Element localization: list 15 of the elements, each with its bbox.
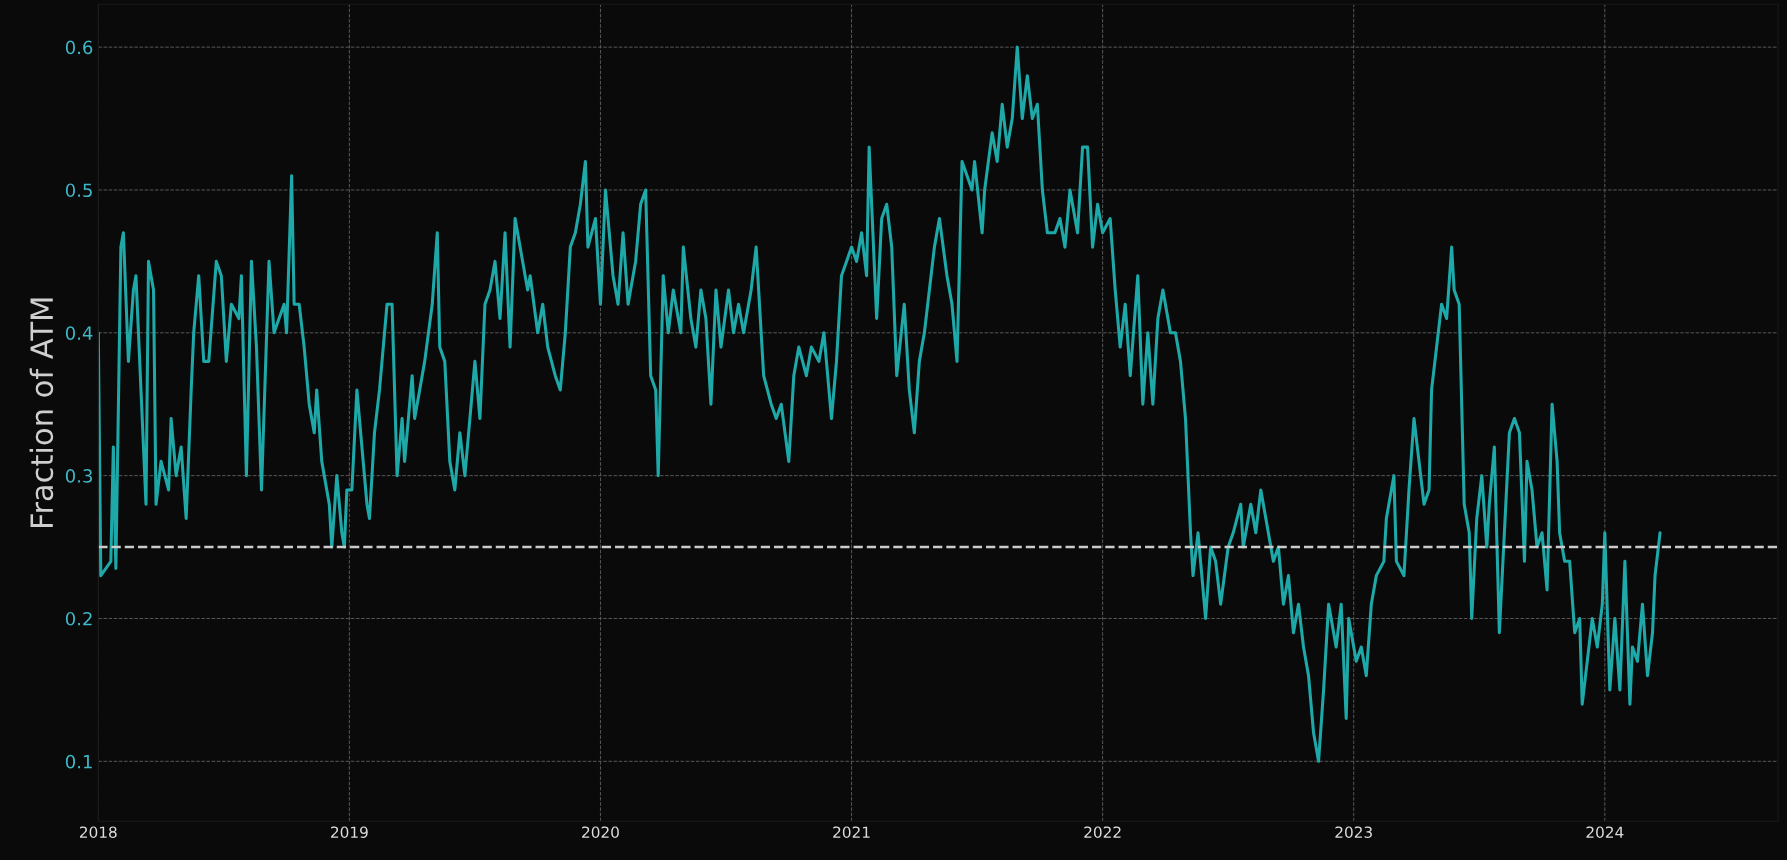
x-tick-label: 2023 [1335, 826, 1372, 838]
y-tick-label: 0.5 [65, 183, 92, 198]
x-tick-label: 2022 [1084, 826, 1121, 838]
y-tick-label: 0.1 [65, 754, 92, 769]
y-tick-label: 0.2 [65, 611, 92, 626]
x-tick-label: 2020 [582, 826, 619, 838]
line-series [98, 45, 1662, 763]
x-tick-label: 2019 [331, 826, 368, 838]
y-tick-label: 0.6 [65, 40, 93, 55]
x-tick-label: 2024 [1586, 826, 1624, 838]
x-tick-label: 2018 [79, 826, 117, 838]
x-tick-label: 2021 [833, 826, 870, 838]
y-axis-title: Fraction of ATM [29, 298, 54, 528]
y-tick-label: 0.4 [65, 326, 93, 340]
y-tick-label: 0.3 [65, 469, 92, 483]
